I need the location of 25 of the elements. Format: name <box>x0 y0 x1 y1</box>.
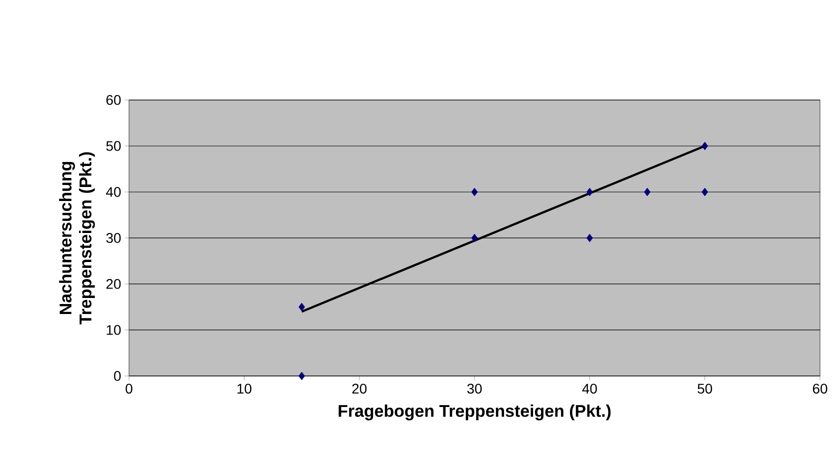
y-tick-label: 0 <box>114 371 121 381</box>
y-tick-label: 50 <box>106 141 121 151</box>
x-tick-label: 10 <box>237 384 252 394</box>
y-tick-label: 60 <box>106 95 121 105</box>
y-tick-label: 30 <box>106 233 121 243</box>
x-tick-label: 50 <box>698 384 712 394</box>
point <box>702 142 708 150</box>
y-tick-label: 40 <box>106 187 121 197</box>
point <box>586 188 593 196</box>
x-tick-label: 60 <box>812 384 828 394</box>
x-tick-label: 20 <box>352 384 367 394</box>
point <box>702 188 708 196</box>
point <box>644 188 650 196</box>
y-tick-label: 10 <box>106 325 121 335</box>
point <box>471 188 478 196</box>
x-tick-label: 30 <box>467 384 482 394</box>
x-tick-label: 0 <box>126 384 132 394</box>
y-axis-title: Nachuntersuchung Treppensteigen (Pkt.) <box>59 152 95 324</box>
x-tick-label: 40 <box>582 384 597 394</box>
point <box>298 302 305 312</box>
x-axis-title: Fragebogen Treppensteigen (Pkt.) <box>338 404 611 420</box>
point <box>586 234 593 242</box>
point <box>471 234 478 242</box>
y-tick-label: 20 <box>106 279 121 289</box>
point <box>298 372 305 380</box>
